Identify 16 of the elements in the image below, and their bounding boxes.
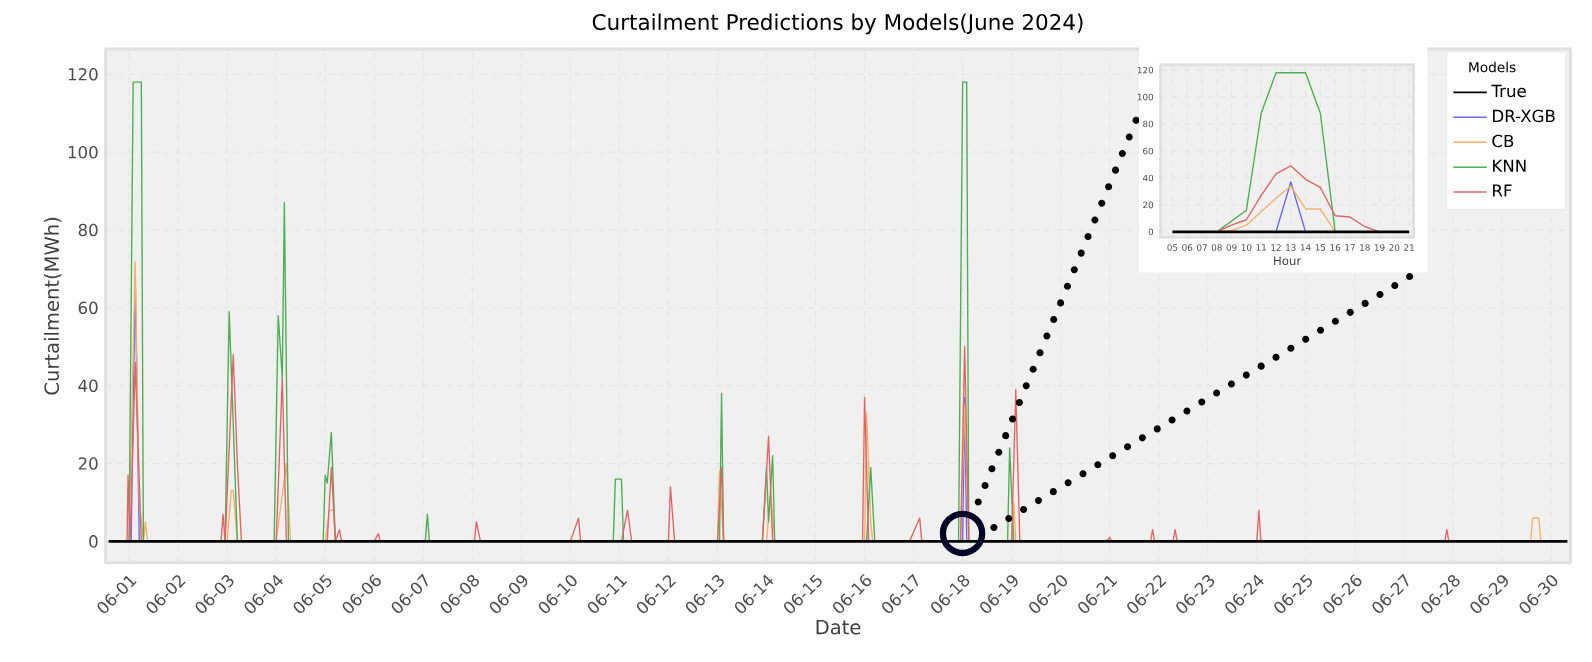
legend-label: True [1491, 84, 1526, 97]
y-tick-label: 20 [78, 456, 98, 470]
legend-label: KNN [1493, 159, 1526, 172]
line-series [1216, 164, 1381, 233]
y-tick-label: 80 [78, 223, 98, 236]
y-tick-label: 100 [68, 145, 98, 159]
legend-label: RF [1493, 184, 1512, 197]
y-tick-label: 60 [78, 301, 98, 314]
y-tick-label: 120 [68, 67, 98, 81]
y-tick-label: 0 [89, 534, 98, 548]
y-tick-label: 40 [78, 379, 98, 392]
y-axis-title: Curtailment(MWh) [43, 217, 62, 395]
x-axis-title: Date [816, 619, 861, 635]
legend-label: DR-XGB [1493, 109, 1555, 122]
chart-title: Curtailment Predictions by Models(June 2024) [592, 13, 1083, 34]
legend-label: CB [1492, 134, 1514, 147]
